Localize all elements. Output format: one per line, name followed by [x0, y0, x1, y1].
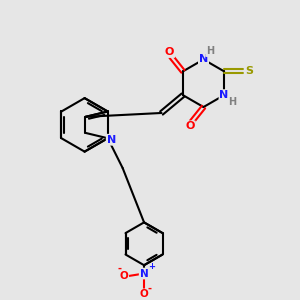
Text: O: O [119, 271, 128, 281]
Text: +: + [148, 262, 155, 272]
Text: N: N [140, 268, 148, 278]
Text: O: O [165, 47, 174, 57]
Text: O: O [185, 122, 195, 131]
Text: -: - [148, 284, 152, 293]
Text: H: H [228, 97, 236, 107]
Text: -: - [118, 263, 122, 273]
Text: O: O [140, 289, 148, 299]
Text: H: H [206, 46, 214, 56]
Text: N: N [199, 55, 208, 64]
Text: N: N [220, 90, 229, 100]
Text: S: S [245, 66, 253, 76]
Text: N: N [107, 135, 116, 145]
